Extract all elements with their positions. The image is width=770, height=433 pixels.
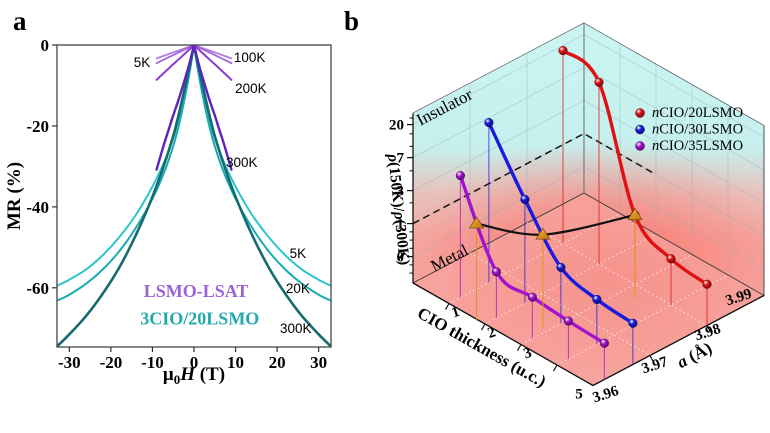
floor-grid	[448, 213, 729, 366]
a-tick-label: 3.98	[693, 321, 723, 344]
curve-3CIO20LSMO-5K	[57, 45, 331, 287]
legend-label: nCIO/35LSMO	[652, 138, 743, 154]
x-tick-label: -20	[100, 353, 123, 372]
curve-LSMOLSAT-100K	[155, 45, 233, 65]
z-tick-label: 0	[397, 250, 405, 266]
series-nCIO/35LSMO	[455, 171, 609, 380]
panel-a-letter: a	[13, 6, 27, 36]
curve-label-300K: 300K	[280, 321, 312, 336]
curve-3CIO20LSMO-20K	[57, 45, 331, 302]
phase-boundary-dashed	[412, 132, 656, 225]
wall-grid	[412, 34, 765, 275]
thickness-tick	[480, 323, 486, 331]
z-tick-label: 7	[397, 151, 405, 167]
data-point-sphere	[592, 294, 602, 305]
data-point-sphere	[556, 262, 566, 272]
panel-a-curves	[57, 45, 331, 347]
series-curve	[561, 48, 709, 286]
panel-a-xlabel: μ0H (T)	[163, 364, 225, 387]
legend-item: nCIO/20LSMO	[635, 105, 743, 121]
curve-LSMOLSAT-200K	[155, 45, 233, 81]
data-point-sphere	[484, 118, 494, 128]
y-tick-label: 0	[41, 36, 50, 55]
sample-label: LSMO-LSAT	[144, 281, 249, 301]
thickness-tick	[444, 303, 450, 310]
data-point-sphere	[520, 194, 530, 204]
z-tick-label: 1	[397, 217, 405, 233]
data-point-sphere	[563, 316, 573, 326]
z-tick-label: 20	[389, 118, 404, 134]
x-tick-label: -30	[58, 353, 81, 372]
x-tick-label: -10	[141, 353, 164, 372]
z-tick-label: 3	[397, 184, 405, 200]
thickness-tick	[516, 344, 522, 351]
legend-marker	[635, 141, 645, 151]
legend-marker	[635, 124, 645, 135]
curve-label-300K: 300K	[226, 155, 258, 170]
curve-LSMOLSAT-5K	[155, 45, 233, 60]
curve-label-20K: 20K	[286, 281, 310, 296]
x-tick-label: 30	[310, 353, 327, 372]
a-tick	[649, 355, 654, 362]
a-tick-label: 3.96	[591, 383, 621, 406]
data-point-sphere	[628, 318, 638, 328]
x-tick-label: 20	[269, 353, 286, 372]
curve-label-5K: 5K	[134, 55, 151, 70]
transition-triangle	[468, 216, 485, 229]
legend-label: nCIO/20LSMO	[652, 105, 743, 121]
x-tick-label: 0	[190, 353, 199, 372]
thickness-axis-line	[412, 282, 594, 387]
a-axis-line	[592, 294, 765, 387]
data-point-sphere	[702, 279, 712, 289]
legend-item: nCIO/30LSMO	[635, 122, 743, 138]
z-axis: 0 1 3 7 20	[389, 113, 414, 283]
data-point-sphere	[491, 267, 501, 277]
legend-label: nCIO/30LSMO	[652, 122, 743, 138]
panel-a-chart: -30 -20 -10 0 10 20 30 0 -20 -40 -60 MR (%) μ0H (T) 5…	[4, 36, 332, 387]
y-tick-label: -60	[26, 279, 49, 298]
thickness-tick	[552, 364, 558, 372]
data-point-sphere	[594, 77, 604, 87]
series-nCIO/20LSMO	[558, 46, 712, 326]
curve-LSMOLSAT-300K	[155, 45, 233, 171]
transition-triangle	[535, 227, 551, 240]
data-point-sphere	[455, 171, 465, 181]
y-tick-label: -40	[26, 198, 49, 217]
panel-b-letter: b	[344, 6, 360, 36]
series-nCIO/30LSMO	[484, 118, 638, 365]
curve-label-5K: 5K	[290, 246, 307, 261]
curve-3CIO20LSMO-300K	[57, 45, 331, 347]
data-point-sphere	[527, 292, 537, 302]
a-tick	[706, 325, 711, 332]
a-axis-title: a (Å)	[674, 338, 715, 372]
a-tick-label: 3.97	[640, 354, 670, 377]
panel-a-ylabel: MR (%)	[4, 162, 25, 230]
curve-label-100K: 100K	[234, 50, 266, 65]
data-point-sphere	[558, 46, 568, 56]
curve-label-200K: 200K	[235, 81, 267, 96]
transition-triangle	[627, 207, 643, 220]
a-tick-label: 3.99	[724, 286, 754, 309]
sample-label: 3CIO/20LSMO	[140, 309, 259, 329]
thickness-corner-label: 5	[575, 387, 583, 403]
data-point-sphere	[666, 254, 676, 264]
panel-b-zlabel: ρ(150K)/ρ(300K)	[384, 152, 413, 266]
legend-item: nCIO/35LSMO	[635, 138, 743, 154]
y-tick-label: -20	[26, 117, 49, 136]
legend-marker	[635, 108, 645, 118]
x-tick-label: 10	[227, 353, 244, 372]
data-point-sphere	[599, 338, 609, 348]
